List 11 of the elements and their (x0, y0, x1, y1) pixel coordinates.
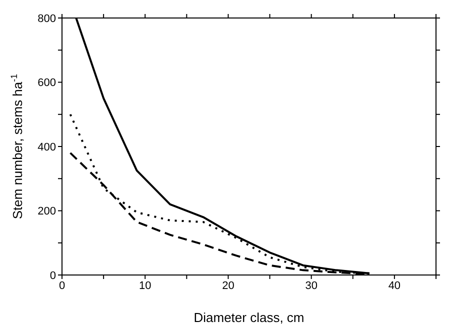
x-tick-label: 0 (58, 280, 66, 292)
y-tick-label: 800 (38, 12, 56, 25)
x-axis-title: Diameter class, cm (194, 310, 304, 326)
y-tick-label: 400 (38, 141, 56, 154)
y-tick-label: 200 (38, 206, 56, 218)
y-tick-label: 0 (50, 270, 56, 282)
x-tick-label: 30 (305, 280, 318, 292)
x-tick-label: 40 (388, 280, 401, 292)
y-tick-label: 600 (38, 77, 56, 90)
x-tick-label: 10 (138, 280, 152, 292)
x-tick-label: 20 (222, 280, 234, 292)
